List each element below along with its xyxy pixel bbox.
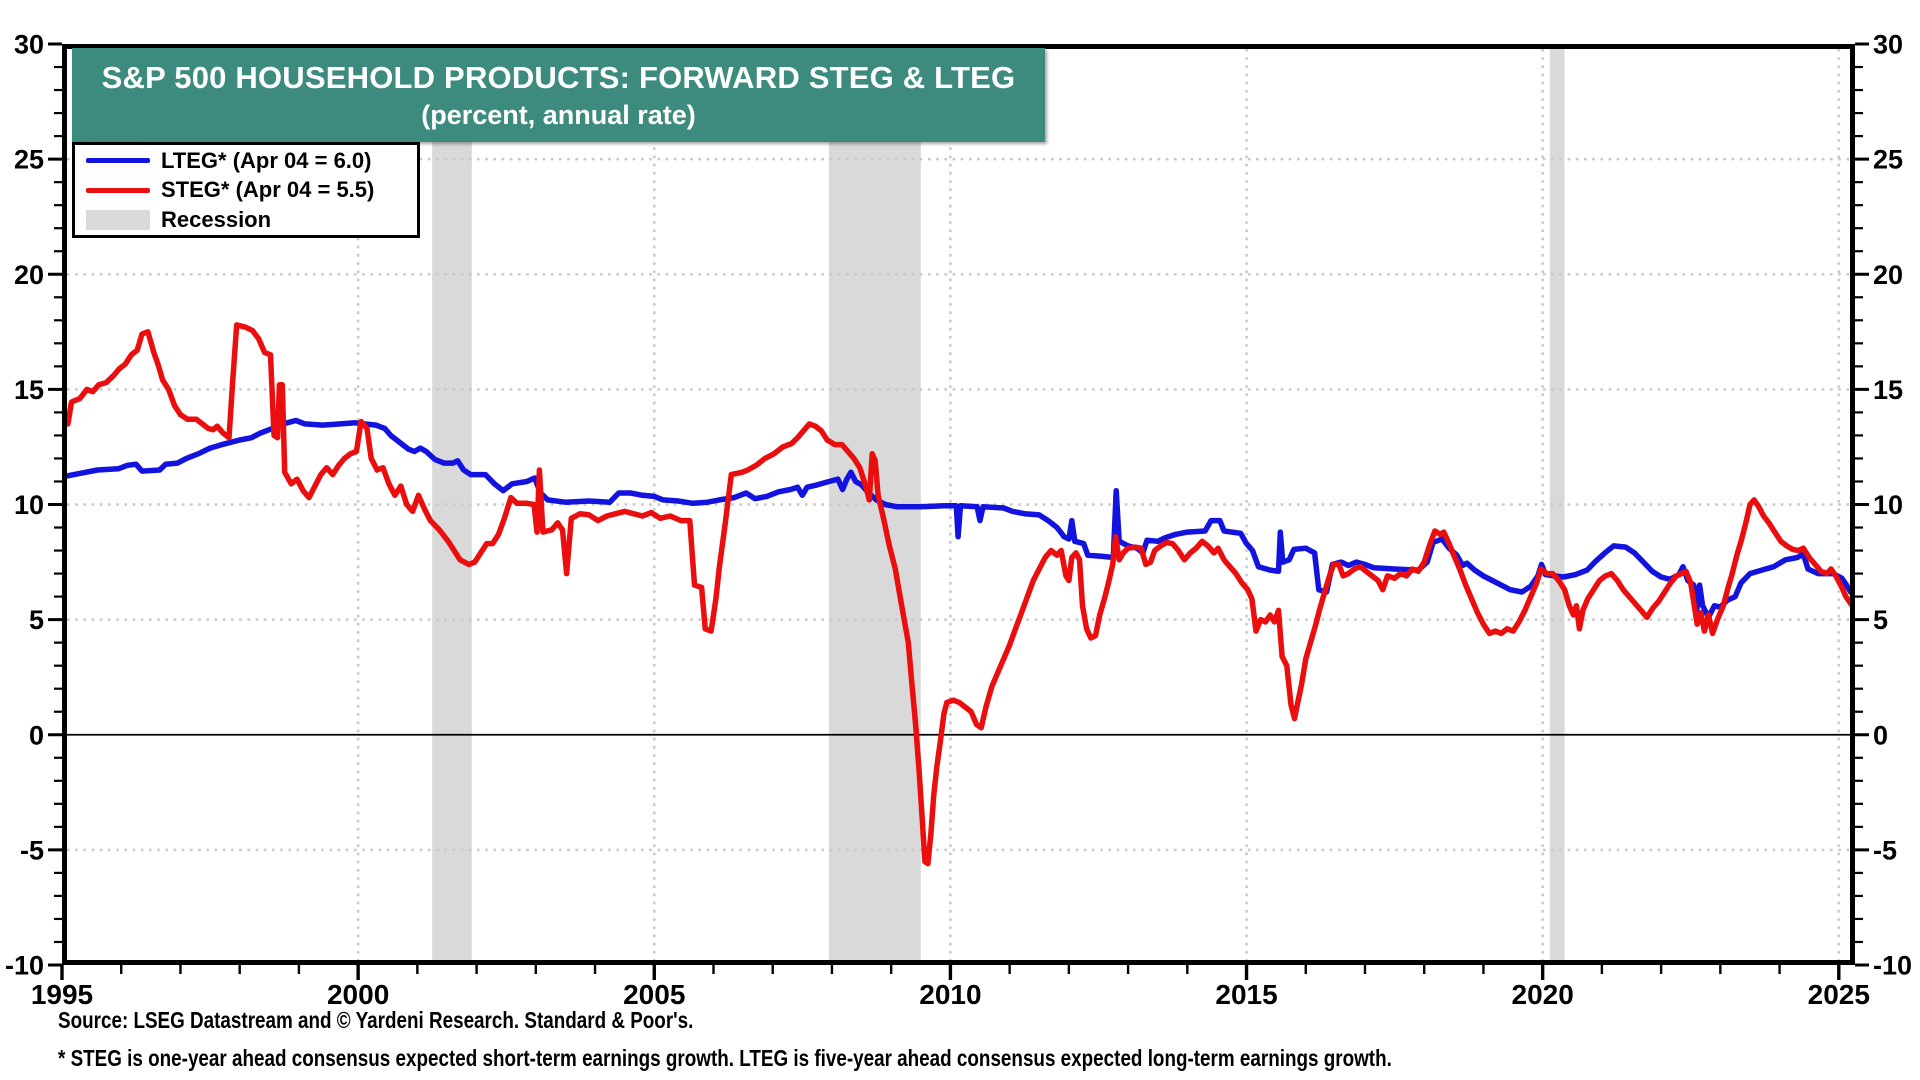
x-axis-label: 2005 [623,979,685,1010]
legend-item-steg: STEG* (Apr 04 = 5.5) [75,176,417,204]
x-axis-label: 2015 [1215,979,1277,1010]
chart-title-bar: S&P 500 HOUSEHOLD PRODUCTS: FORWARD STEG… [72,48,1045,142]
legend: LTEG* (Apr 04 = 6.0) STEG* (Apr 04 = 5.5… [72,142,420,238]
y-axis-label-right: -5 [1873,835,1897,865]
lteg-line-swatch [86,158,150,163]
y-axis-label-right: 15 [1873,375,1903,405]
legend-label-steg: STEG* (Apr 04 = 5.5) [161,177,375,202]
y-axis-label-right: 30 [1873,30,1903,60]
lteg-line [67,417,1850,621]
legend-item-lteg: LTEG* (Apr 04 = 6.0) [75,147,417,175]
y-axis-label-left: 10 [14,490,44,520]
x-axis-label: 2020 [1512,979,1574,1010]
x-axis-label: 2000 [327,979,389,1010]
chart-title: S&P 500 HOUSEHOLD PRODUCTS: FORWARD STEG… [101,60,1016,95]
y-axis-label-right: 0 [1873,720,1888,750]
y-axis-label-right: 20 [1873,260,1903,290]
y-axis-label-left: 25 [14,145,44,175]
y-axis-label-left: 5 [29,605,44,635]
y-axis-label-left: 0 [29,720,44,750]
legend-label-recession: Recession [161,206,272,232]
y-axis-label-left: -10 [5,951,44,981]
legend-label-lteg: LTEG* (Apr 04 = 6.0) [161,147,372,173]
y-axis-label-left: -5 [20,835,44,865]
x-axis-label: 2010 [919,979,981,1010]
footnote-text: * STEG is one-year ahead consensus expec… [58,1045,1392,1071]
legend-item-recession: Recession [75,206,417,234]
y-axis-label-right: 5 [1873,605,1888,635]
y-axis-label-right: 25 [1873,145,1903,175]
chart-subtitle: (percent, annual rate) [421,100,696,130]
y-axis-label-right: 10 [1873,490,1903,520]
steg-line [67,322,1850,867]
steg-line-swatch [86,187,150,193]
recession-band-swatch [86,209,150,230]
y-axis-label-left: 15 [14,375,44,405]
plot-border [62,44,1855,965]
source-text: Source: LSEG Datastream and © Yardeni Re… [58,1007,694,1033]
x-axis-label: 2025 [1808,979,1870,1010]
recession-band [1549,49,1565,961]
y-axis-label-left: 20 [14,260,44,290]
y-axis-label-right: -10 [1873,951,1912,981]
x-axis-label: 1995 [31,979,93,1010]
y-axis-label-left: 30 [14,30,44,60]
recession-band [432,49,472,961]
